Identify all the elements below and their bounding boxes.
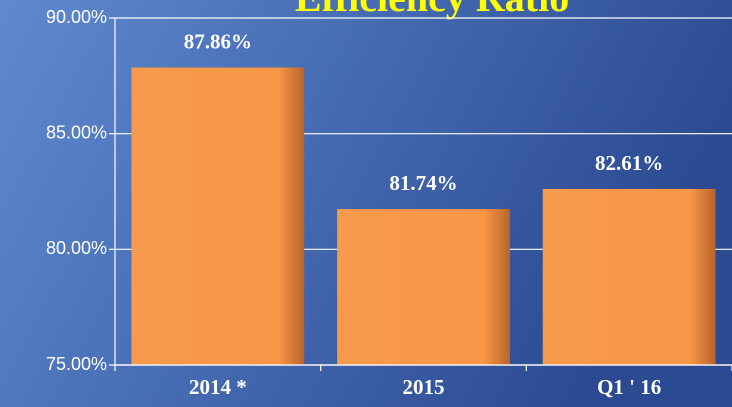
y-tick-label: 90.00%	[46, 7, 107, 27]
bar	[337, 209, 510, 365]
data-label: 82.61%	[595, 151, 663, 175]
y-tick-label: 85.00%	[46, 122, 107, 142]
x-tick-label: 2014 *	[189, 375, 247, 399]
data-label: 81.74%	[389, 171, 457, 195]
bar	[131, 67, 305, 365]
y-tick-label: 75.00%	[46, 354, 107, 374]
y-tick-label: 80.00%	[46, 238, 107, 258]
bar	[542, 188, 716, 365]
x-tick-label: Q1 ' 16	[597, 375, 661, 399]
x-tick-label: 2015	[403, 375, 445, 399]
data-label: 87.86%	[184, 29, 252, 53]
chart-title: Efficiency Ratio	[295, 0, 569, 20]
